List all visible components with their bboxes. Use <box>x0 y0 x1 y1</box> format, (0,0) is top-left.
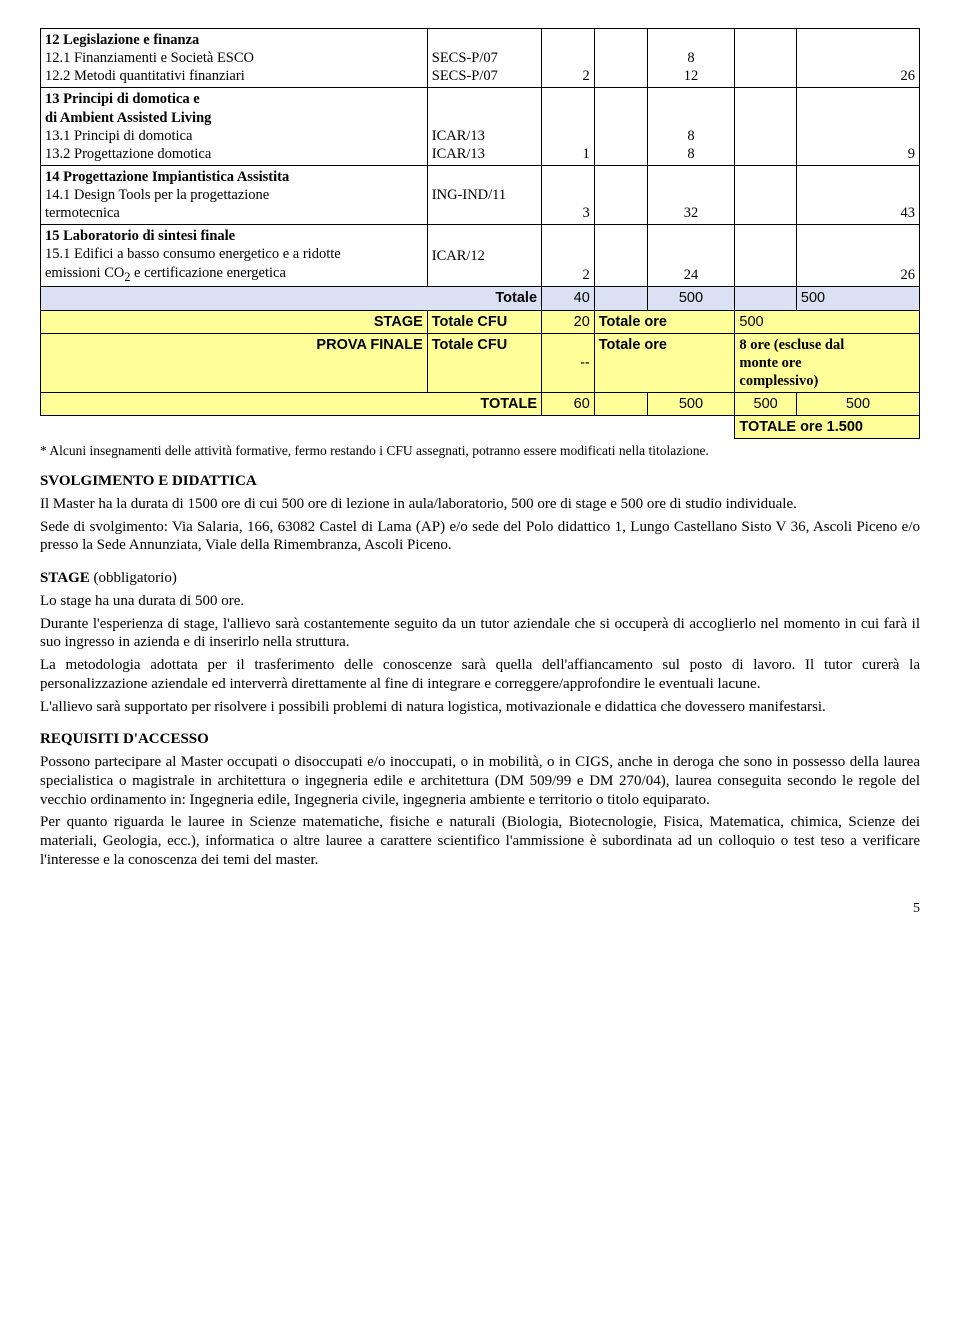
prova-note2: monte ore <box>739 355 801 371</box>
curriculum-table: 12 Legislazione e finanza 12.1 Finanziam… <box>40 28 920 439</box>
stage-title-b: (obbligatorio) <box>90 570 177 586</box>
grand-c3: 500 <box>796 393 919 416</box>
r15-1c: e certificazione energetica <box>130 265 286 281</box>
r12-cell: 12 Legislazione e finanza 12.1 Finanziam… <box>41 29 428 88</box>
tot-ore-label: TOTALE ore 1.500 <box>735 416 920 439</box>
stage-ore: 500 <box>735 310 920 333</box>
r13-empty2 <box>735 88 797 166</box>
req-title: REQUISITI D'ACCESSO <box>40 730 920 749</box>
r14-cell: 14 Progettazione Impiantistica Assistita… <box>41 165 428 224</box>
tot-ore-pad <box>41 416 735 439</box>
totale-e2 <box>735 287 797 310</box>
r12-empty2 <box>735 29 797 88</box>
r14-tot: 43 <box>796 165 919 224</box>
r14-1b: termotecnica <box>45 205 120 221</box>
svolg-p1: Il Master ha la durata di 1500 ore di cu… <box>40 495 920 514</box>
grand-c1: 500 <box>647 393 735 416</box>
r12-2: 12.2 Metodi quantitativi finanziari <box>45 68 245 84</box>
r12-h2: 12 <box>684 68 699 84</box>
totale-h2: 500 <box>796 287 919 310</box>
r14-title: 14 Progettazione Impiantistica Assistita <box>45 169 289 185</box>
r12-cfu: 2 <box>542 29 595 88</box>
r14-code: ING-IND/11 <box>427 165 541 224</box>
r14-h: 32 <box>647 165 735 224</box>
r13-h2: 8 <box>687 146 694 162</box>
r13-code1: ICAR/13 <box>432 128 485 144</box>
stage-cfu: 20 <box>542 310 595 333</box>
r13-codes: ICAR/13 ICAR/13 <box>427 88 541 166</box>
footnote: * Alcuni insegnamenti delle attività for… <box>40 443 920 460</box>
stage-p1: Lo stage ha una durata di 500 ore. <box>40 592 920 611</box>
req-p1: Possono partecipare al Master occupati o… <box>40 753 920 809</box>
r14-1a: 14.1 Design Tools per la progettazione <box>45 187 269 203</box>
r13-sub: di Ambient Assisted Living <box>45 110 211 126</box>
prova-note: 8 ore (escluse dal monte ore complessivo… <box>735 333 920 392</box>
r15-cfu: 2 <box>542 225 595 287</box>
grand-cfu: 60 <box>542 393 595 416</box>
prova-cfu-label: Totale CFU <box>427 333 541 392</box>
prova-note1: 8 ore (escluse dal <box>739 337 844 353</box>
r14-empty1 <box>594 165 647 224</box>
r12-h1: 8 <box>687 50 694 66</box>
r14-empty2 <box>735 165 797 224</box>
grand-label: TOTALE <box>41 393 542 416</box>
stage-label: STAGE <box>41 310 428 333</box>
r12-code2: SECS-P/07 <box>432 68 498 84</box>
page-number: 5 <box>40 900 920 918</box>
r13-code2: ICAR/13 <box>432 146 485 162</box>
stage-p4: L'allievo sarà supportato per risolvere … <box>40 698 920 717</box>
r12-hours: 8 12 <box>647 29 735 88</box>
svolg-p2: Sede di svolgimento: Via Salaria, 166, 6… <box>40 518 920 556</box>
stage-title-a: STAGE <box>40 570 90 586</box>
prova-ore-label: Totale ore <box>594 333 735 392</box>
grand-e1 <box>594 393 647 416</box>
r12-tot: 26 <box>796 29 919 88</box>
r13-cfu: 1 <box>542 88 595 166</box>
stage-cfu-label: Totale CFU <box>427 310 541 333</box>
r15-h: 24 <box>647 225 735 287</box>
totale-h: 500 <box>647 287 735 310</box>
r15-code: ICAR/12 <box>427 225 541 287</box>
stage-p3: La metodologia adottata per il trasferim… <box>40 656 920 694</box>
totale-e1 <box>594 287 647 310</box>
r13-2: 13.2 Progettazione domotica <box>45 146 211 162</box>
totale-cfu: 40 <box>542 287 595 310</box>
r15-1b: emissioni CO <box>45 265 124 281</box>
grand-c2: 500 <box>735 393 797 416</box>
r15-tot: 26 <box>796 225 919 287</box>
r12-codes: SECS-P/07 SECS-P/07 <box>427 29 541 88</box>
r13-cell: 13 Principi di domotica e di Ambient Ass… <box>41 88 428 166</box>
r13-1: 13.1 Principi di domotica <box>45 128 192 144</box>
r12-1: 12.1 Finanziamenti e Società ESCO <box>45 50 254 66</box>
r14-cfu: 3 <box>542 165 595 224</box>
req-p2: Per quanto riguarda le lauree in Scienze… <box>40 813 920 869</box>
r15-1a: 15.1 Edifici a basso consumo energetico … <box>45 246 341 262</box>
r15-empty2 <box>735 225 797 287</box>
stage-title: STAGE (obbligatorio) <box>40 569 920 588</box>
r13-h1: 8 <box>687 128 694 144</box>
prova-label: PROVA FINALE <box>41 333 428 392</box>
r12-code1: SECS-P/07 <box>432 50 498 66</box>
stage-p2: Durante l'esperienza di stage, l'allievo… <box>40 615 920 653</box>
r15-empty1 <box>594 225 647 287</box>
prova-cfu: -- <box>542 333 595 392</box>
r15-cell: 15 Laboratorio di sintesi finale 15.1 Ed… <box>41 225 428 287</box>
r15-title: 15 Laboratorio di sintesi finale <box>45 228 235 244</box>
r13-title: 13 Principi di domotica e <box>45 91 200 107</box>
r13-empty1 <box>594 88 647 166</box>
r13-hours: 8 8 <box>647 88 735 166</box>
totale-label: Totale <box>41 287 542 310</box>
r12-title: 12 Legislazione e finanza <box>45 32 199 48</box>
svolg-title: SVOLGIMENTO E DIDATTICA <box>40 472 920 491</box>
r12-empty1 <box>594 29 647 88</box>
r13-tot: 9 <box>796 88 919 166</box>
stage-ore-label: Totale ore <box>594 310 735 333</box>
prova-note3: complessivo) <box>739 373 818 389</box>
